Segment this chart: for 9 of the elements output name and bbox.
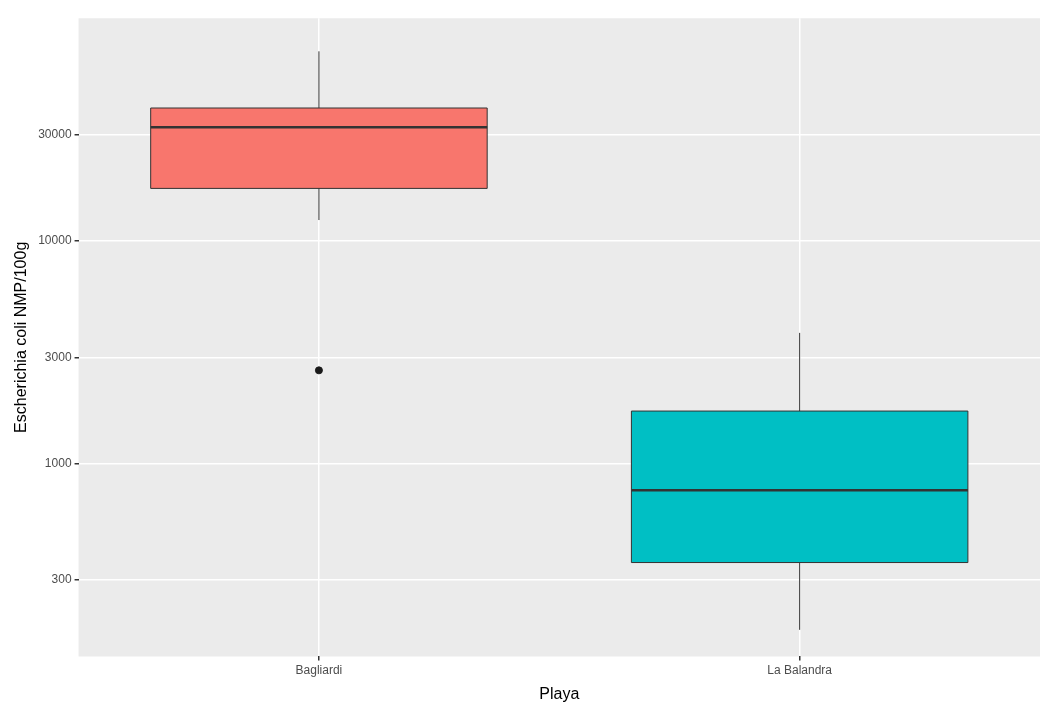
y-tick-label: 10000 — [38, 233, 72, 248]
x-tick-label: Bagliardi — [295, 662, 343, 677]
y-tick-label: 30000 — [38, 126, 72, 141]
y-tick-label: 300 — [51, 572, 72, 587]
x-tick-label: La Balandra — [767, 662, 833, 677]
y-axis-title: Escherichia coli NMP/100g — [12, 241, 30, 433]
y-tick-label: 1000 — [44, 455, 72, 470]
y-tick-label: 3000 — [44, 349, 72, 364]
x-axis-title: Playa — [539, 684, 580, 702]
